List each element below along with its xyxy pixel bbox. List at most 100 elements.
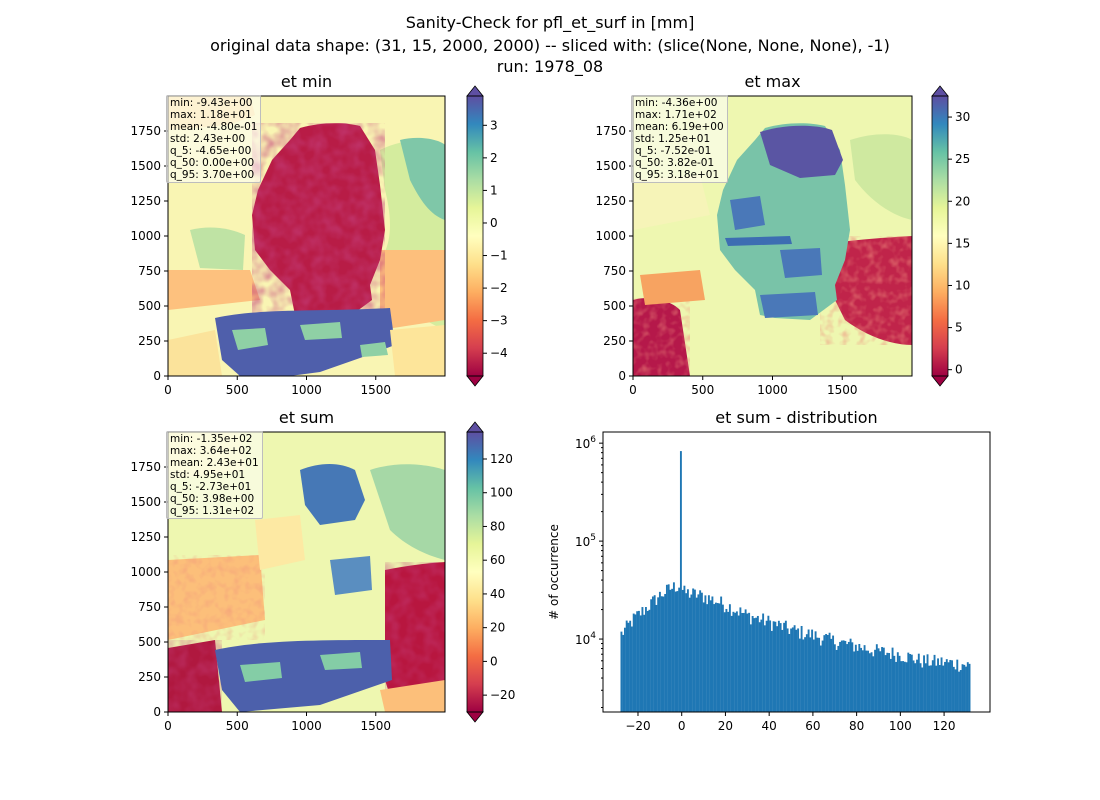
histogram-bar [914, 663, 917, 712]
et-sum-colorbar-frame [466, 431, 484, 713]
histogram-bar [646, 610, 649, 712]
histogram-bar [842, 640, 845, 712]
histogram-bar [959, 670, 962, 712]
et-max-y-tick-label: 1750 [595, 124, 626, 138]
histogram-bar [734, 612, 737, 712]
histogram-bar [825, 634, 828, 712]
et-sum-title: et sum [278, 408, 335, 427]
histogram-bar [888, 653, 891, 712]
histogram-bar [823, 635, 826, 712]
histogram-axes-frame [602, 431, 991, 713]
histogram-bar [889, 658, 892, 712]
histogram-bar [751, 616, 754, 712]
histogram-x-tick-label: 120 [933, 719, 956, 733]
stat-line: q_95: 3.18e+01 [635, 169, 720, 181]
histogram-bar [902, 661, 905, 712]
et-min-colorbar-extend-bottom [466, 375, 484, 387]
histogram-bar [690, 594, 693, 712]
histogram-bar [653, 595, 656, 712]
histogram-bar [763, 625, 766, 712]
histogram-bar [643, 614, 646, 712]
et-max-colorbar-extend-bottom [931, 375, 949, 387]
et-max-x-tick-label: 1500 [827, 383, 858, 397]
histogram-bar [753, 618, 756, 712]
histogram-bar [968, 663, 971, 712]
et-sum-colorbar-tick-label: 120 [490, 452, 513, 466]
histogram-bar [956, 659, 959, 712]
histogram-bar [730, 615, 733, 712]
et-min-y-tick-label: 750 [138, 264, 161, 278]
stat-line: std: 4.95e+01 [170, 469, 246, 481]
histogram-bar [809, 637, 812, 712]
histogram-bar [879, 651, 882, 712]
histogram-bar [695, 597, 698, 712]
histogram-bar [903, 661, 906, 712]
histogram-bar [765, 620, 768, 712]
stat-line: q_50: 3.82e-01 [635, 157, 715, 169]
histogram-bar [637, 610, 640, 712]
histogram-bar [625, 620, 628, 712]
histogram-y-tick-label: 106 [575, 435, 596, 451]
et-min-y-tick-label: 1000 [130, 229, 161, 243]
histogram-bar [833, 644, 836, 712]
et-min-y-tick-label: 1750 [130, 124, 161, 138]
stat-line: min: -1.35e+02 [170, 433, 253, 445]
histogram-bar [928, 665, 931, 712]
histogram-bar [686, 589, 689, 712]
stat-line: q_5: -7.52e-01 [635, 145, 712, 157]
et-sum-colorbar [467, 432, 483, 712]
histogram-bar [895, 661, 898, 712]
et-max-colorbar-tick-label: 25 [955, 152, 970, 166]
histogram-bar [898, 655, 901, 712]
histogram-bar [772, 621, 775, 712]
histogram-bar [877, 648, 880, 712]
histogram-bar [835, 649, 838, 712]
histogram-bar [930, 665, 932, 712]
histogram-bar [933, 654, 936, 712]
histogram-bar [725, 608, 728, 712]
histogram-bar [963, 664, 966, 712]
histogram-x-tick-label: 100 [889, 719, 912, 733]
figure-title-line-1: Sanity-Check for pfl_et_surf in [mm] [405, 13, 695, 32]
histogram-bar [844, 640, 847, 712]
histogram-bar [863, 645, 866, 712]
histogram-bar [706, 604, 709, 712]
stat-line: std: 1.25e+01 [635, 133, 711, 145]
histogram-bar [639, 615, 642, 712]
distribution-title: et sum - distribution [715, 408, 878, 427]
et-min-colorbar-tick-label: 3 [490, 118, 498, 132]
histogram-bar [830, 638, 833, 712]
histogram-bar [665, 584, 668, 712]
histogram-bar [658, 591, 661, 712]
histogram-bar [769, 620, 772, 712]
histogram-bar [791, 627, 794, 712]
histogram-bar [916, 659, 918, 712]
histogram-bar [777, 620, 780, 712]
histogram-bar [821, 640, 824, 712]
et-min-y-tick-label: 0 [153, 369, 161, 383]
histogram-bar [762, 613, 765, 712]
histogram-bar [634, 614, 637, 712]
histogram-bar [947, 662, 950, 712]
histogram-bar [737, 615, 740, 712]
histogram-bar [952, 666, 955, 712]
histogram-bar [713, 604, 716, 712]
et-sum-colorbar-tick-label: 60 [490, 553, 505, 567]
et-min-colorbar-tick-label: −3 [490, 314, 508, 328]
et-sum-colorbar-tick-label: 80 [490, 519, 505, 533]
et-max-x-tick-label: 1000 [757, 383, 788, 397]
et-min-title: et min [280, 72, 333, 91]
et-sum-y-tick-label: 1750 [130, 460, 161, 474]
histogram-bar [961, 664, 964, 712]
histogram-bar [797, 628, 800, 712]
stat-line: q_5: -4.65e+00 [170, 145, 252, 157]
histogram-bar [893, 655, 896, 712]
histogram-bar [800, 625, 803, 712]
et-min-colorbar-tick-label: −1 [490, 249, 508, 263]
histogram-bar [776, 626, 779, 712]
et-max-colorbar-tick-label: 20 [955, 194, 970, 208]
et-min-y-tick-label: 1250 [130, 194, 161, 208]
histogram-bar [811, 629, 814, 712]
histogram-bar [867, 650, 870, 712]
histogram-bar [718, 603, 721, 712]
